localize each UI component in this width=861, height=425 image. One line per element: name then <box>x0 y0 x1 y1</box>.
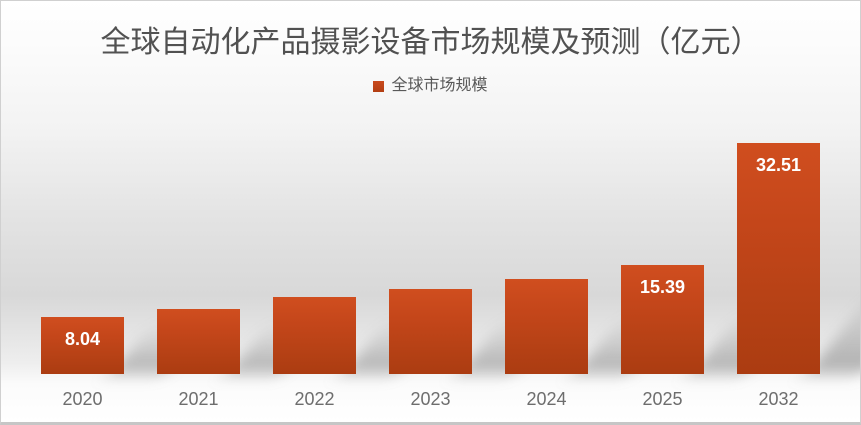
bar-column-2024: 2024 <box>505 112 679 409</box>
bar-column-2025: 15.39 2025 <box>621 112 797 409</box>
bar-column-2032: 32.51 2032 <box>737 112 860 409</box>
x-axis-label-2022: 2022 <box>294 389 335 409</box>
bar-column-2023: 2023 <box>389 112 561 409</box>
bar-value-label: 15.39 <box>639 277 686 297</box>
bar-value-label: 8.04 <box>64 329 101 349</box>
bar-2021 <box>157 309 240 374</box>
bar-2025: 15.39 <box>621 265 704 374</box>
x-axis-label-2024: 2024 <box>526 389 567 409</box>
bar-2020: 8.04 <box>41 317 124 374</box>
bar-value-label: 32.51 <box>755 155 802 175</box>
plot-area: 8.04 2020 2021 2022 2023 2024 15.39 2025 32.51 20… <box>1 112 860 409</box>
legend-square-icon <box>373 80 385 92</box>
x-axis-label-2025: 2025 <box>642 389 683 409</box>
legend: 全球市场规模 <box>1 75 860 97</box>
bar-column-2022: 2022 <box>273 112 444 409</box>
bar-2022 <box>273 297 356 374</box>
bar-2023 <box>389 289 472 374</box>
bar-2024 <box>505 279 588 374</box>
bar-column-2020: 8.04 2020 <box>41 112 208 409</box>
legend-label: 全球市场规模 <box>391 77 488 94</box>
bar-column-2021: 2021 <box>157 112 326 409</box>
x-axis-label-2032: 2032 <box>758 389 799 409</box>
x-axis-label-2023: 2023 <box>410 389 451 409</box>
x-axis-label-2021: 2021 <box>178 389 219 409</box>
bar-2032: 32.51 <box>737 143 820 374</box>
x-axis-label-2020: 2020 <box>62 389 103 409</box>
chart-title: 全球自动化产品摄影设备市场规模及预测（亿元） <box>100 26 761 59</box>
